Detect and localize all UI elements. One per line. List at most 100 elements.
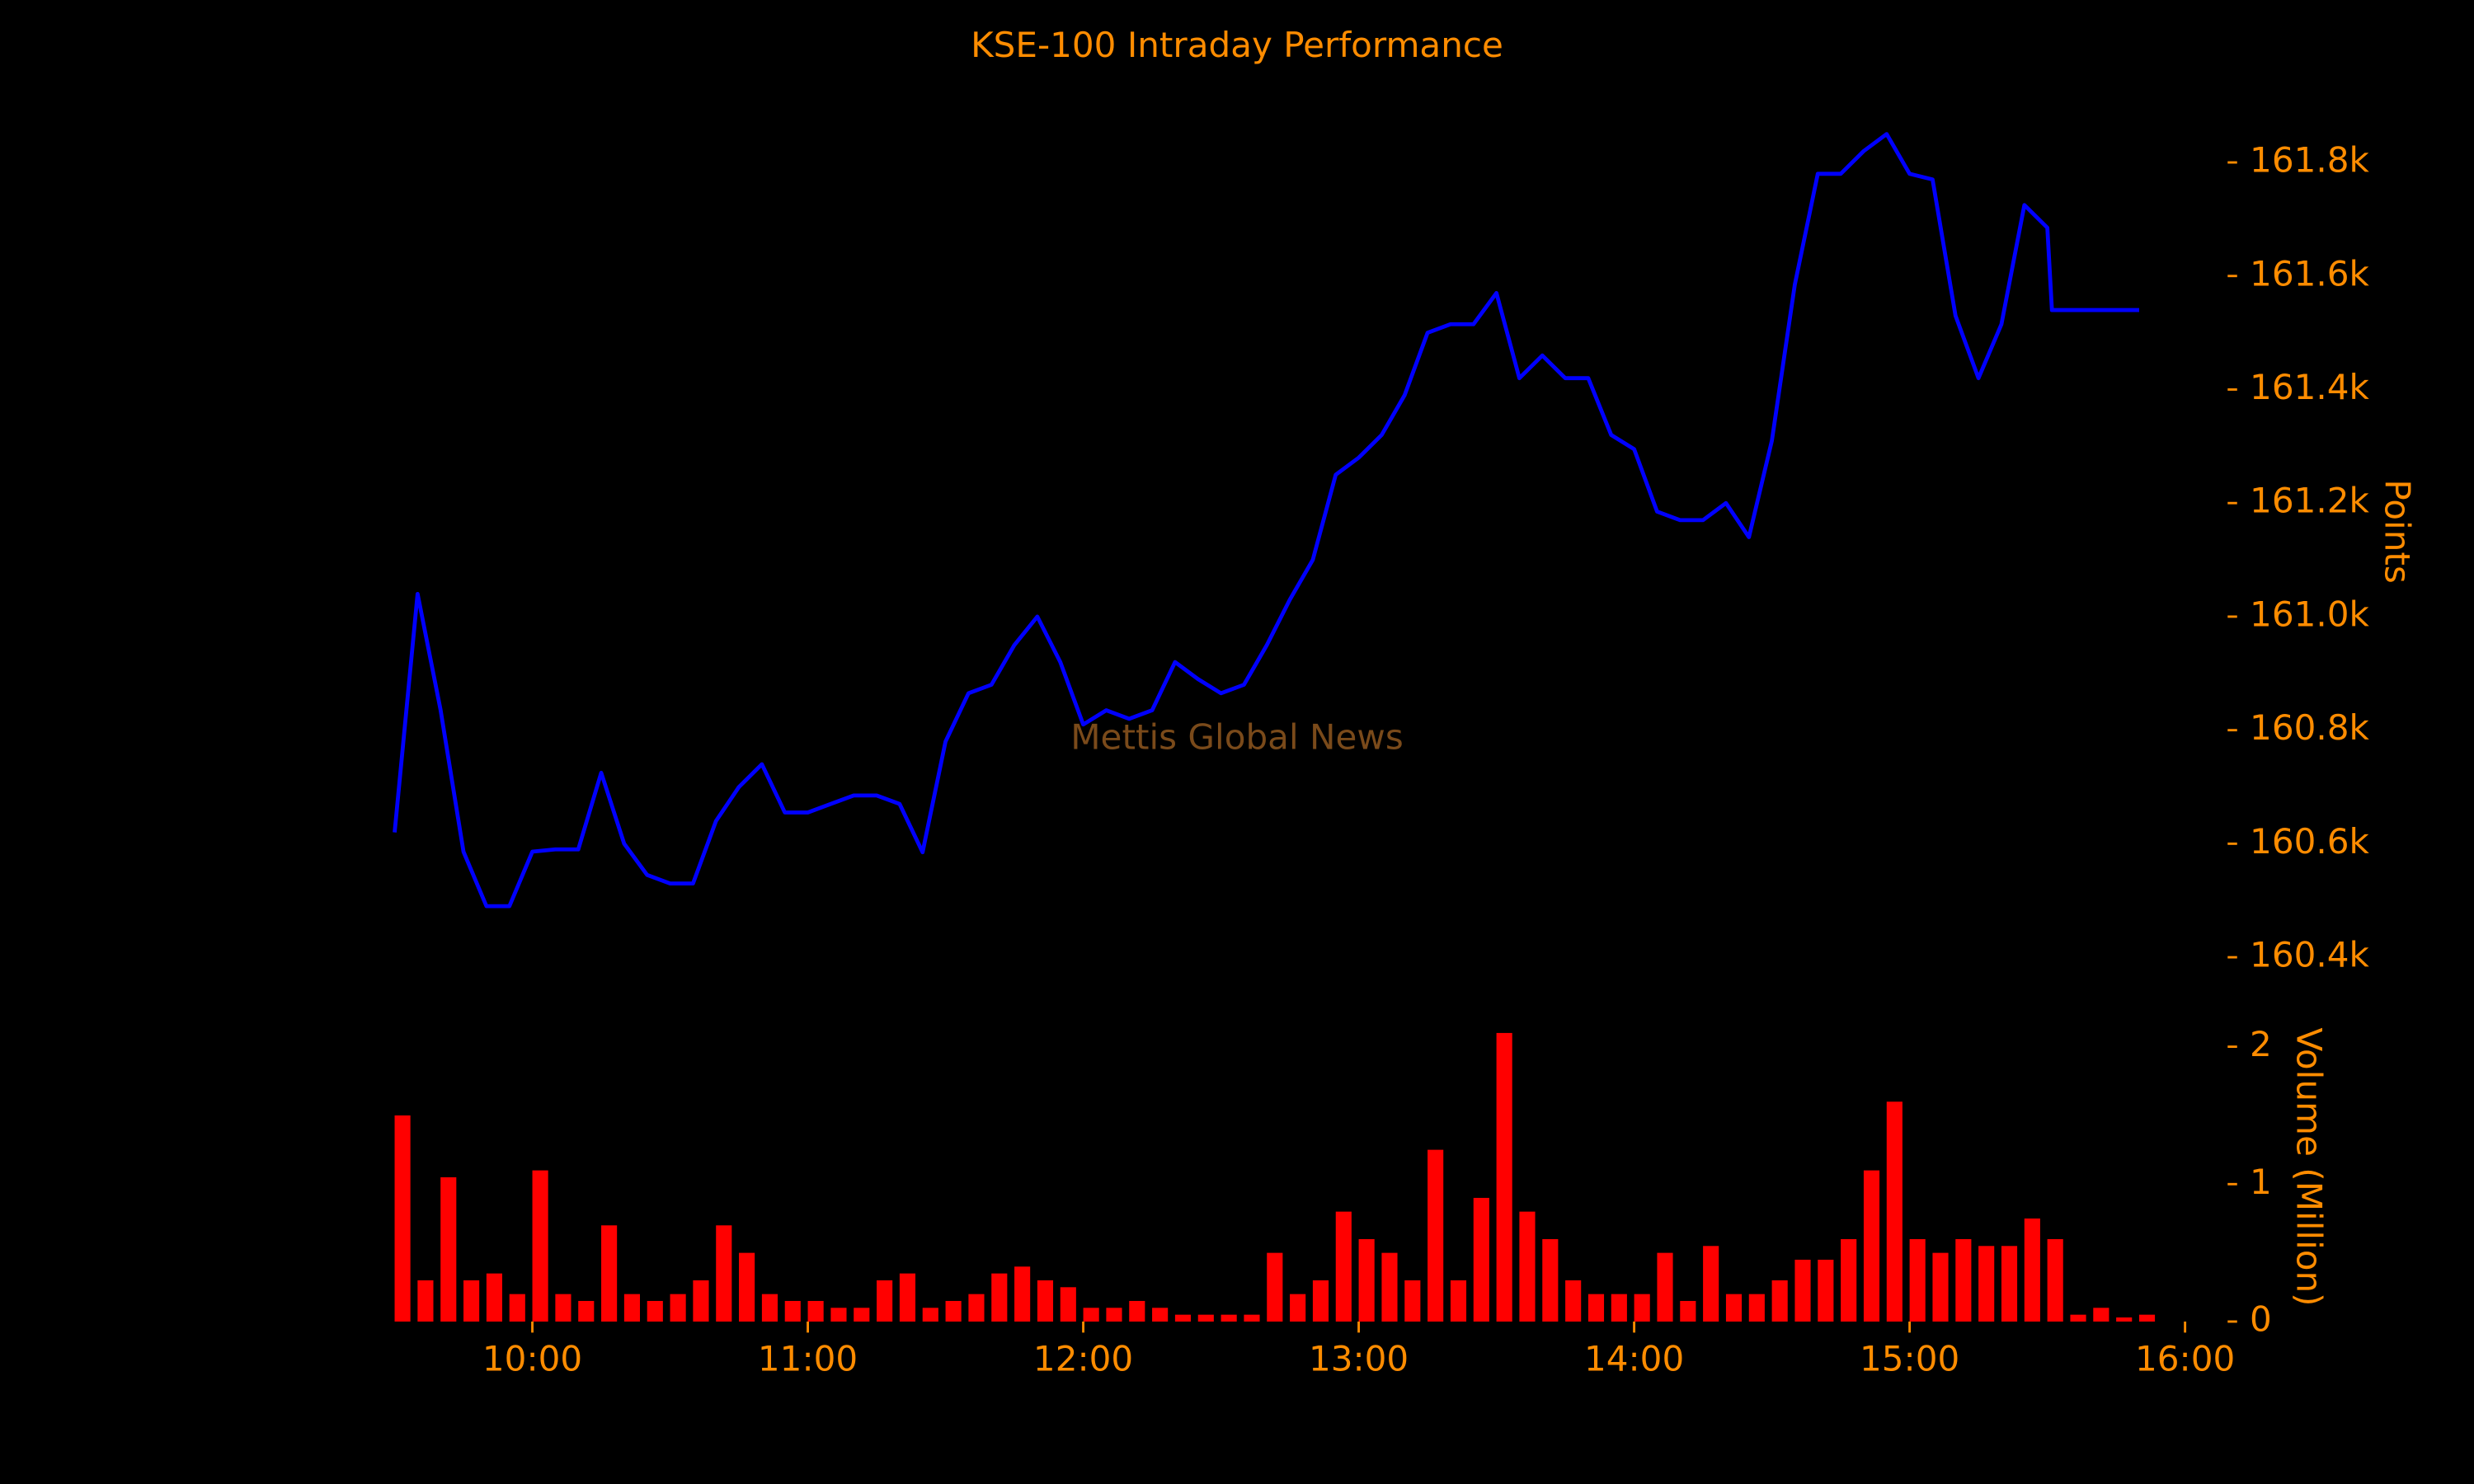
volume-bar [945,1300,962,1322]
x-tick-label: 12:00 [1033,1338,1133,1378]
volume-bar [1427,1149,1444,1322]
volume-bar [1221,1314,1237,1322]
volume-bar [1014,1266,1031,1322]
volume-bar [463,1280,480,1322]
volume-bar [1955,1238,1972,1322]
volume-bar [1565,1280,1582,1322]
volume-bar [877,1280,893,1322]
y-tick-label: 160.8k [2250,707,2369,748]
y-axis-label: Points [2378,479,2418,583]
volume-bar [1978,1246,1995,1322]
volume-bar [1932,1252,1949,1322]
x-tick-label: 16:00 [2135,1338,2235,1378]
volume-bar [601,1225,618,1322]
volume-bar [761,1294,778,1322]
volume-bar [899,1273,916,1322]
volume-bar [1473,1197,1489,1322]
watermark: Mettis Global News [1070,717,1403,758]
volume-bar [1863,1170,1880,1322]
volume-bar [1794,1259,1811,1322]
y-tick-label: 1 [2250,1162,2272,1202]
y-tick-label: 2 [2250,1024,2272,1064]
volume-bar [2093,1308,2109,1322]
volume-bar [968,1294,985,1322]
volume-bar [623,1294,641,1322]
y-tick-label: 0 [2250,1298,2272,1339]
y-tick-label: 160.6k [2250,821,2369,862]
volume-bar [922,1308,938,1322]
volume-bar [1312,1280,1329,1322]
volume-bar [1818,1259,1834,1322]
volume-bar [1771,1280,1788,1322]
volume-bar [1634,1294,1650,1322]
volume-bar [1519,1211,1536,1322]
y-axis-label: Volume (Million) [2288,1027,2329,1306]
volume-bar [830,1308,847,1322]
volume-bar [854,1308,870,1322]
volume-bar [2138,1314,2156,1322]
volume-bar [1496,1032,1512,1322]
volume-bar [1244,1314,1260,1322]
volume-bar [509,1294,525,1322]
volume-bar [1725,1294,1743,1322]
volume-bar [2047,1238,2063,1322]
volume-bar [739,1252,755,1322]
y-tick-label: 161.2k [2250,481,2369,521]
volume-bar [1748,1294,1765,1322]
volume-bar [1106,1308,1122,1322]
volume-bar [1703,1246,1719,1322]
volume-bar [440,1176,457,1322]
volume-bar [1450,1280,1467,1322]
y-tick-label: 161.6k [2250,253,2369,294]
y-tick-label: 160.4k [2250,935,2369,975]
volume-bar [1381,1252,1398,1322]
x-tick-label: 15:00 [1860,1338,1959,1378]
volume-bar [1335,1211,1352,1322]
volume-bar [2024,1218,2040,1322]
volume-bar [2116,1317,2133,1322]
volume-bar [1290,1294,1306,1322]
volume-bar [991,1273,1008,1322]
volume-bar [417,1280,434,1322]
x-tick-label: 13:00 [1309,1338,1409,1378]
volume-bar [578,1300,595,1322]
volume-bar [670,1294,686,1322]
chart-title: KSE-100 Intraday Performance [971,25,1503,65]
volume-bar [1152,1308,1169,1322]
volume-bar [1060,1287,1076,1322]
volume-bar [532,1170,548,1322]
x-tick-label: 10:00 [482,1338,582,1378]
price-line [393,132,2139,909]
volume-bar [1083,1308,1099,1322]
y-tick-label: 161.4k [2250,367,2369,407]
volume-bar [784,1300,801,1322]
volume-bar [1657,1252,1673,1322]
volume-bar [1909,1238,1926,1322]
volume-bar [2001,1246,2018,1322]
volume-bar [486,1273,503,1322]
volume-bar [1542,1238,1559,1322]
volume-bar [394,1115,411,1322]
volume-bar [1611,1294,1627,1322]
volume-bar [2070,1314,2086,1322]
volume-bar [1037,1280,1054,1322]
volume-bar [716,1225,732,1322]
volume-bar [1841,1238,1857,1322]
volume-bar [1174,1314,1192,1322]
volume-bar [1358,1238,1375,1322]
y-tick-label: 161.8k [2250,140,2369,181]
volume-bar [555,1294,571,1322]
volume-bar [1197,1314,1214,1322]
volume-bar [1886,1101,1903,1322]
volume-bar [1267,1252,1283,1322]
volume-bar [1680,1300,1696,1322]
volume-bar [1129,1300,1145,1322]
x-tick-label: 11:00 [758,1338,858,1378]
volume-bar [807,1300,824,1322]
volume-bar [1404,1280,1421,1322]
y-tick-label: 161.0k [2250,594,2369,634]
volume-bar [647,1300,663,1322]
x-tick-label: 14:00 [1584,1338,1684,1378]
volume-bar [693,1280,709,1322]
